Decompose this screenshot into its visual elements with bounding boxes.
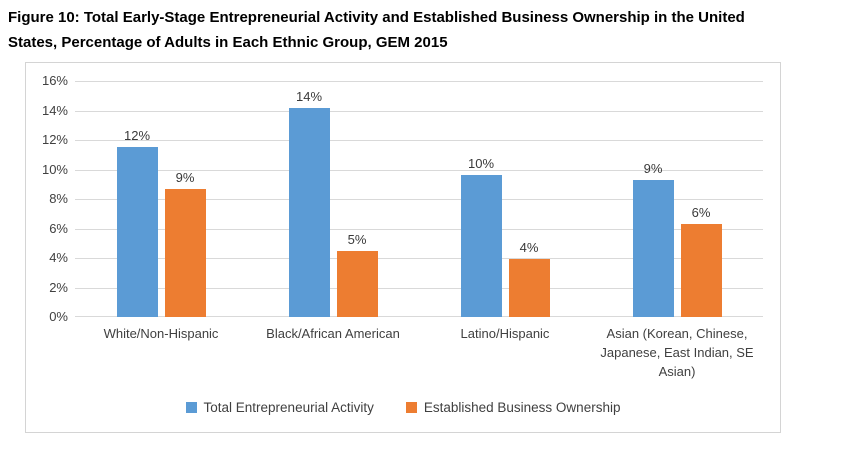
y-axis-tick-label: 10% [41,161,68,177]
legend-label: Total Entrepreneurial Activity [203,400,374,415]
bar-cell: 10% [460,81,502,317]
x-category-label: Latino/Hispanic [460,326,550,341]
bar-series-established-business-ownership [680,224,722,317]
gridline [75,287,763,289]
gridline [75,140,763,141]
figure-title-line1: Figure 10: Total Early-Stage Entrepreneu… [8,9,745,26]
y-axis-tick-label: 16% [41,73,68,88]
gridline [75,199,763,200]
y-axis-tick-label: 2% [49,279,68,295]
y-axis-tick-label: 6% [49,220,68,236]
data-label: 10% [467,156,495,172]
bar-cell: 9% [632,81,674,317]
data-label: 6% [691,205,711,221]
plot-area: 12% 9% 14% 5% 10% 4% 9% 6% [75,81,763,317]
bar-group: 12% 9% [75,81,247,317]
bar-series-total-entrepreneurial-activity [632,179,674,317]
bar-series-total-entrepreneurial-activity [288,107,330,317]
data-label: 4% [519,240,539,256]
y-axis-tick-label: 14% [41,102,68,118]
figure-title: Figure 10: Total Early-Stage Entrepreneu… [8,5,836,55]
y-axis-tick-label: 4% [49,250,68,265]
y-axis-tick-label: 8% [49,191,68,206]
y-axis: 0% 2% 4% 6% 8% 10% 12% 14% 16% [26,73,68,324]
legend-label: Established Business Ownership [423,400,621,415]
legend-item: Established Business Ownership [405,400,621,415]
bar-cell: 12% [116,81,158,317]
bar-series-total-entrepreneurial-activity [460,175,502,317]
bar-group: 14% 5% [247,81,419,317]
gridline [75,169,763,171]
y-axis-tick-label: 12% [41,132,68,147]
bar-series-established-business-ownership [508,259,550,317]
data-label: 9% [175,169,195,185]
gridline [75,258,763,259]
bar-cell: 9% [164,81,206,317]
bar-series-established-business-ownership [336,250,378,317]
bar-cell: 14% [288,81,330,317]
bar-series-total-entrepreneurial-activity [116,147,158,317]
legend: Total Entrepreneurial Activity Establishe… [26,400,780,415]
legend-swatch-icon [405,402,417,413]
gridline [75,228,763,230]
legend-item: Total Entrepreneurial Activity [185,400,374,415]
bar-series-established-business-ownership [164,188,206,317]
gridline [75,110,763,112]
x-axis: White/Non-Hispanic Black/African American… [75,324,763,388]
data-label: 14% [295,88,323,104]
bar-cell: 6% [680,81,722,317]
data-label: 9% [643,160,663,176]
figure-title-line2: States, Percentage of Adults in Each Eth… [8,34,448,51]
bar-cell: 5% [336,81,378,317]
chart-frame: 0% 2% 4% 6% 8% 10% 12% 14% 16% 12% 9% 14% 5% 10% 4% 9%… [25,62,781,433]
data-label: 5% [347,231,367,247]
data-label: 12% [123,128,151,144]
bar-group: 10% 4% [419,81,591,317]
gridline [75,316,763,317]
y-axis-tick-label: 0% [49,309,68,324]
legend-swatch-icon [185,402,197,413]
x-category-label: White/Non-Hispanic [103,326,219,341]
x-category-label: Black/African American [266,326,400,341]
bar-group: 9% 6% [591,81,763,317]
bar-cell: 4% [508,81,550,317]
x-category-label: Asian (Korean, Chinese, Japanese, East I… [600,326,754,379]
gridline [75,81,763,82]
